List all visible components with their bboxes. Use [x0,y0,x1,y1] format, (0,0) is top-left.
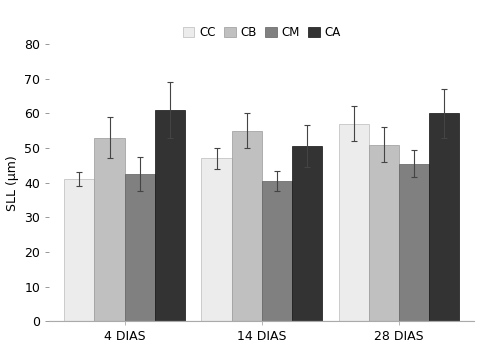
Legend: CC, CB, CM, CA: CC, CB, CM, CA [179,22,345,42]
Bar [155,110,185,321]
Bar [64,179,95,321]
Bar [125,174,155,321]
Y-axis label: SLL (μm): SLL (μm) [6,155,19,210]
Bar [292,146,322,321]
Bar [429,113,459,321]
Bar [202,158,232,321]
Bar [262,181,292,321]
Bar [95,138,125,321]
Bar [232,131,262,321]
Bar [338,124,369,321]
Bar [369,144,399,321]
Bar [399,164,429,321]
